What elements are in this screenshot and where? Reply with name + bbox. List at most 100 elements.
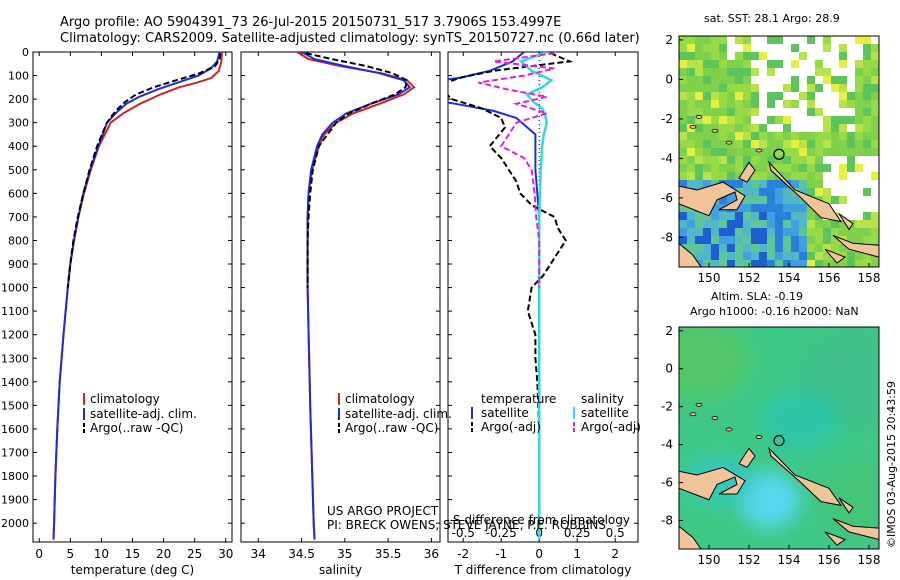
sst-pixel [807, 172, 815, 180]
sst-pixel [775, 44, 783, 52]
sst-pixel [767, 124, 775, 132]
sst-pixel [863, 220, 871, 228]
map-x-tick-label: 152 [738, 271, 761, 285]
sst-pixel [775, 92, 783, 100]
sst-pixel [783, 260, 791, 267]
sst-pixel [863, 140, 871, 148]
land-polygon [768, 160, 843, 223]
sst-pixel [743, 140, 751, 148]
sst-pixel [791, 36, 799, 44]
sst-pixel [703, 252, 711, 260]
sst-pixel [719, 36, 727, 44]
sst-pixel [847, 228, 855, 236]
sst-pixel [767, 252, 775, 260]
sst-pixel [719, 116, 727, 124]
sst-pixel [711, 220, 719, 228]
sst-pixel [711, 212, 719, 220]
sst-pixel [719, 236, 727, 244]
sst-pixel [815, 228, 823, 236]
sst-pixel [727, 100, 735, 108]
sst-pixel [743, 148, 751, 156]
depth-tick-label: 800 [8, 234, 29, 247]
sst-pixel [847, 156, 855, 164]
sst-pixel [743, 180, 751, 188]
sst-pixel [855, 92, 863, 100]
sst-pixel [775, 60, 783, 68]
sst-pixel [871, 188, 879, 196]
sst-pixel [751, 172, 759, 180]
sst-pixel [759, 92, 767, 100]
sst-pixel [815, 52, 823, 60]
sst-pixel [679, 236, 687, 244]
sst-pixel [831, 172, 839, 180]
sst-pixel [839, 228, 847, 236]
sst-pixel [823, 140, 831, 148]
sst-pixel [791, 236, 799, 244]
sst-pixel [719, 156, 727, 164]
s-diff-tick-label: 0.5 [606, 526, 625, 540]
sst-pixel [679, 228, 687, 236]
sst-pixel [815, 220, 823, 228]
axes-layer: 0100200300400500600700800900100011001200… [1, 46, 638, 577]
sst-pixel [775, 116, 783, 124]
sst-pixel [831, 124, 839, 132]
sst-pixel [767, 60, 775, 68]
sst-pixel [863, 172, 871, 180]
map-y-tick-label: -6 [661, 476, 673, 490]
sst-pixel [695, 36, 703, 44]
sst-pixel [727, 236, 735, 244]
sst-pixel [799, 132, 807, 140]
sst-pixel [783, 76, 791, 84]
sst-pixel [711, 140, 719, 148]
land-polygon [832, 518, 879, 541]
sst-pixel [703, 76, 711, 84]
sst-pixel [871, 108, 879, 116]
sst-pixel [767, 140, 775, 148]
sst-pixel [775, 244, 783, 252]
sst-pixel [791, 228, 799, 236]
sst-pixel [695, 156, 703, 164]
sst-pixel [847, 44, 855, 52]
sst-pixel [687, 236, 695, 244]
sst-pixel [695, 164, 703, 172]
sst-pixel [799, 148, 807, 156]
sst-pixel [815, 84, 823, 92]
sst-pixel [775, 212, 783, 220]
sst-pixel [735, 124, 743, 132]
sst-pixel [719, 260, 727, 267]
sst-pixel [751, 156, 759, 164]
sst-pixel [871, 196, 879, 204]
sst-pixel [855, 76, 863, 84]
sst-pixel [863, 100, 871, 108]
sla-field [679, 327, 879, 540]
sst-pixel [815, 180, 823, 188]
sst-pixel [807, 212, 815, 220]
sst-pixel [863, 252, 871, 260]
map-y-tick-label: -2 [661, 400, 673, 414]
sst-pixel [679, 52, 687, 60]
sst-pixel [855, 60, 863, 68]
sst-pixel [799, 124, 807, 132]
map-y-tick-label: -4 [661, 151, 673, 165]
sst-pixel [847, 212, 855, 220]
sst-pixel [759, 172, 767, 180]
sst-pixel [799, 260, 807, 267]
sst-pixel [863, 188, 871, 196]
sst-pixel [807, 76, 815, 84]
figure-title-line2: Climatology: CARS2009. Satellite-adjuste… [60, 31, 640, 46]
x-tick-label: -2 [457, 547, 469, 561]
legend-label-argo: Argo(..raw -QC) [345, 421, 438, 435]
sst-pixel [783, 84, 791, 92]
credit-pi: PI: BRECK OWENS, STEVE JAYNE, P.E. ROBBI… [327, 518, 606, 532]
x-tick-label: -1 [495, 547, 507, 561]
sst-pixel [743, 36, 751, 44]
sst-pixel [743, 108, 751, 116]
sst-pixel [831, 148, 839, 156]
island-outline [725, 427, 733, 432]
sst-pixel [807, 36, 815, 44]
sst-pixel [839, 260, 847, 267]
sst-pixel [823, 220, 831, 228]
sst-pixel [751, 148, 759, 156]
sst-pixel [815, 76, 823, 84]
depth-tick-label: 1800 [1, 470, 29, 483]
